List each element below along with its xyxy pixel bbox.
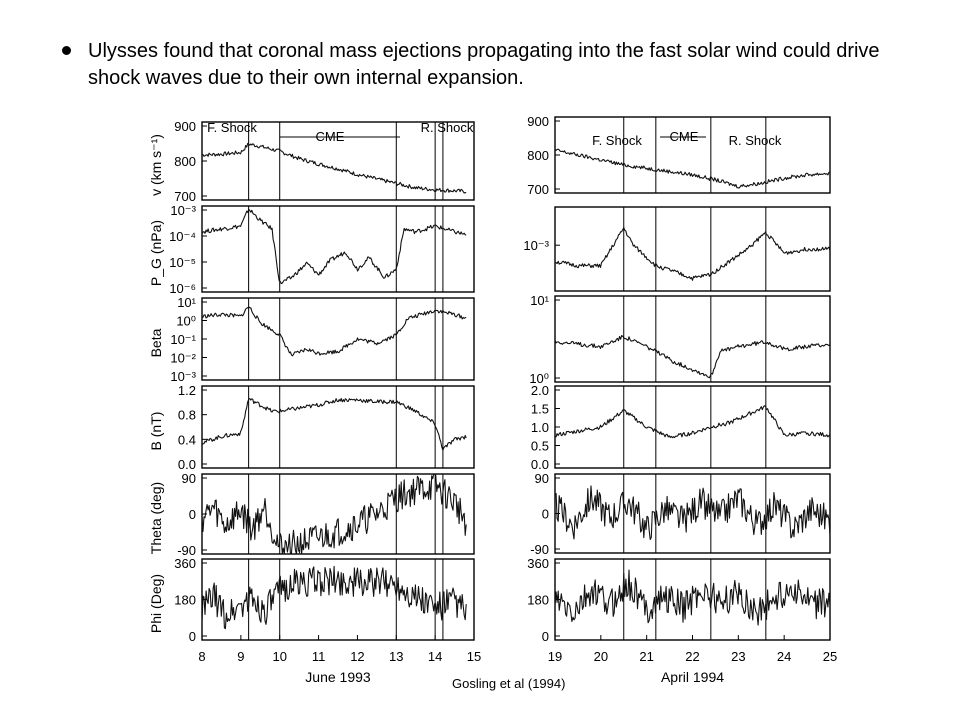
data-trace	[201, 565, 467, 630]
data-trace	[554, 227, 831, 281]
x-tick-label: 10	[272, 649, 286, 664]
data-trace	[554, 485, 831, 541]
x-tick-label: 14	[428, 649, 442, 664]
annotation-f-shock: F. Shock	[207, 120, 257, 135]
y-tick-label: 10⁻³	[170, 369, 196, 384]
y-tick-label: 180	[174, 593, 196, 608]
y-tick-label: 0.5	[531, 439, 549, 454]
y-axis-label: Phi (Deg)	[148, 574, 164, 633]
x-tick-label: 12	[350, 649, 364, 664]
x-tick-label: 20	[594, 649, 608, 664]
x-tick-label: 8	[198, 649, 205, 664]
y-tick-label: 0	[542, 629, 549, 644]
y-tick-label: 180	[527, 593, 549, 608]
bullet-dot	[62, 46, 71, 55]
y-tick-label: 2.0	[531, 383, 549, 398]
x-axis-label: June 1993	[305, 669, 371, 685]
y-tick-label: 1.2	[178, 383, 196, 398]
data-trace	[201, 473, 467, 555]
y-tick-label: 10⁻²	[170, 351, 196, 366]
x-tick-label: 19	[548, 649, 562, 664]
y-tick-label: 700	[174, 189, 196, 204]
y-tick-label: -90	[177, 543, 196, 558]
y-tick-label: 10⁰	[529, 371, 549, 386]
y-tick-label: 10⁻⁶	[169, 281, 196, 296]
x-tick-label: 24	[777, 649, 791, 664]
y-axis-label: Beta	[148, 328, 164, 357]
annotation-r-shock: R. Shock	[729, 133, 782, 148]
panel-frame	[201, 385, 475, 469]
y-tick-label: -90	[530, 542, 549, 557]
panel-frame	[554, 385, 831, 469]
x-tick-label: 15	[467, 649, 481, 664]
y-tick-label: 10¹	[530, 293, 549, 308]
data-trace	[201, 208, 467, 285]
annotation-r-shock: R. Shock	[421, 120, 474, 135]
x-tick-label: 11	[312, 649, 326, 664]
y-tick-label: 10⁻³	[523, 238, 549, 253]
y-tick-label: 0	[189, 629, 196, 644]
y-tick-label: 10⁻⁵	[169, 255, 196, 270]
y-tick-label: 10⁻³	[170, 203, 196, 218]
y-tick-label: 1.5	[531, 402, 549, 417]
panel-frame	[201, 205, 475, 293]
y-axis-label: B (nT)	[148, 412, 164, 451]
x-axis-label: April 1994	[661, 669, 724, 685]
data-trace	[554, 335, 831, 379]
panel-frame	[554, 295, 831, 383]
data-trace	[554, 569, 831, 626]
y-tick-label: 360	[174, 556, 196, 571]
x-tick-label: 25	[823, 649, 837, 664]
panel-frame	[201, 297, 475, 381]
data-trace	[201, 306, 467, 357]
figure-caption: Gosling et al (1994)	[452, 676, 566, 691]
y-tick-label: 0.8	[178, 408, 196, 423]
data-trace	[554, 405, 831, 439]
y-tick-label: 10⁰	[176, 314, 196, 329]
y-tick-label: 1.0	[531, 420, 549, 435]
y-tick-label: 700	[527, 182, 549, 197]
y-axis-label: v (km s⁻¹)	[148, 134, 164, 196]
y-tick-label: 0	[189, 507, 196, 522]
y-tick-label: 0	[542, 507, 549, 522]
y-tick-label: 360	[527, 556, 549, 571]
y-tick-label: 0.0	[178, 457, 196, 472]
y-tick-label: 900	[174, 119, 196, 134]
right-panel-group: 90080070010⁻³10¹10⁰2.01.51.00.50.0900-90…	[523, 114, 831, 644]
y-tick-label: 10⁻¹	[170, 332, 196, 347]
y-tick-label: 800	[527, 148, 549, 163]
y-tick-label: 10¹	[177, 295, 196, 310]
data-trace	[201, 397, 467, 451]
y-tick-label: 90	[535, 471, 549, 486]
bullet-text: Ulysses found that coronal mass ejection…	[88, 40, 880, 89]
x-tick-label: 21	[639, 649, 653, 664]
y-axis-label: Theta (deg)	[148, 482, 164, 554]
y-axis-label: P_G (nPa)	[148, 220, 164, 286]
y-tick-label: 90	[182, 471, 196, 486]
x-tick-label: 22	[685, 649, 699, 664]
y-tick-label: 0.0	[531, 457, 549, 472]
data-trace	[554, 148, 831, 189]
x-tick-label: 23	[731, 649, 745, 664]
y-tick-label: 10⁻⁴	[169, 229, 196, 244]
annotation-f-shock: F. Shock	[592, 133, 642, 148]
y-tick-label: 0.4	[178, 432, 196, 447]
x-tick-label: 13	[389, 649, 403, 664]
y-tick-label: 800	[174, 154, 196, 169]
x-tick-label: 9	[237, 649, 244, 664]
panel-frame	[201, 558, 475, 641]
data-trace	[201, 142, 467, 194]
y-tick-label: 900	[527, 114, 549, 129]
